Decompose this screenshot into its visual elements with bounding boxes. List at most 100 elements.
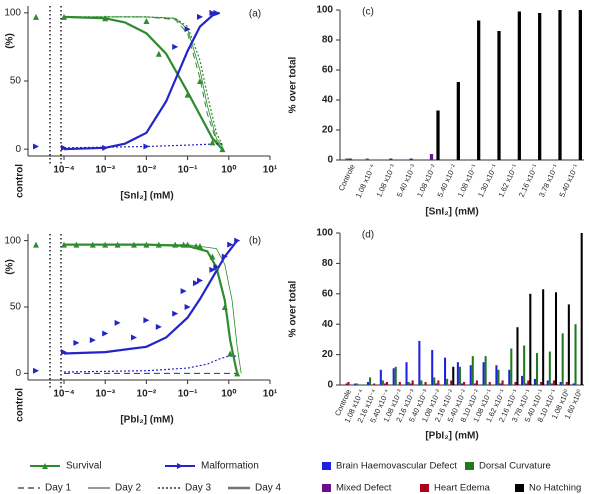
bar bbox=[409, 383, 412, 385]
bar bbox=[437, 380, 440, 385]
bar bbox=[508, 369, 511, 385]
x-tick-label: Controle bbox=[337, 163, 357, 193]
x-tick-label: 5.40 x10⁻² bbox=[435, 162, 458, 198]
x-tick-label: 10⁻⁴ bbox=[53, 165, 74, 176]
data-point bbox=[102, 15, 109, 22]
data-point bbox=[197, 13, 204, 20]
control-point bbox=[33, 143, 39, 150]
bar bbox=[578, 10, 582, 160]
y-tick-label: 40 bbox=[322, 319, 334, 330]
control-point bbox=[33, 13, 39, 20]
data-point bbox=[155, 241, 162, 248]
data-point bbox=[184, 91, 191, 98]
bar bbox=[444, 357, 447, 385]
bar bbox=[574, 324, 577, 385]
data-point bbox=[143, 317, 150, 324]
panel-label: (c) bbox=[362, 7, 374, 18]
data-point bbox=[209, 266, 216, 273]
y-tick-label: 50 bbox=[10, 76, 22, 87]
legend-label: Day 4 bbox=[255, 483, 282, 494]
bar bbox=[550, 383, 553, 385]
data-point bbox=[114, 319, 121, 326]
data-point bbox=[227, 241, 234, 248]
y-tick-label: 80 bbox=[322, 35, 334, 46]
legend-label: Brain Haemovascular Defect bbox=[336, 461, 457, 472]
bar bbox=[394, 366, 397, 385]
data-point bbox=[143, 143, 150, 150]
bar bbox=[469, 365, 472, 385]
x-tick-label: 1.08 x10⁻² bbox=[415, 162, 438, 198]
bar bbox=[561, 333, 564, 385]
data-point bbox=[180, 288, 187, 295]
bar bbox=[552, 380, 555, 385]
bar bbox=[456, 82, 460, 160]
bar bbox=[356, 383, 359, 385]
x-tick-label: 5.40 x10⁻¹ bbox=[557, 162, 580, 198]
legend-label: Heart Edema bbox=[434, 483, 491, 494]
x-tick-label: 1.08 x10⁻³ bbox=[374, 162, 397, 198]
bar bbox=[452, 366, 455, 385]
bar bbox=[420, 380, 423, 385]
x-tick-label: 5.40 x10⁻³ bbox=[395, 162, 418, 198]
x-tick-label: 2.16 x10⁻¹ bbox=[517, 162, 540, 198]
bar bbox=[436, 110, 440, 160]
bar bbox=[501, 380, 504, 385]
data-point bbox=[61, 349, 67, 356]
data-point bbox=[221, 304, 228, 310]
bar bbox=[548, 351, 551, 385]
legend-swatch bbox=[322, 462, 331, 470]
bar bbox=[389, 158, 393, 160]
legend-label: Malformation bbox=[201, 461, 259, 472]
bar bbox=[525, 383, 528, 385]
fit-curve bbox=[63, 15, 224, 150]
data-point bbox=[184, 241, 191, 248]
bar bbox=[424, 381, 427, 385]
y-tick-label: 40 bbox=[322, 95, 334, 106]
data-point bbox=[184, 304, 191, 310]
y-tick-label: 100 bbox=[4, 235, 21, 246]
bar bbox=[497, 369, 500, 385]
data-point bbox=[102, 144, 109, 151]
bar bbox=[484, 356, 487, 385]
data-point bbox=[197, 277, 204, 284]
bar bbox=[497, 31, 501, 160]
data-point bbox=[61, 241, 67, 248]
x-tick-label: 10⁻³ bbox=[95, 389, 115, 400]
bar bbox=[529, 293, 532, 385]
y-tick-label: 100 bbox=[316, 228, 333, 239]
data-point bbox=[172, 310, 179, 317]
data-point bbox=[209, 9, 216, 16]
x-tick-label: 10⁰ bbox=[221, 165, 236, 176]
data-point bbox=[130, 241, 137, 248]
legend-marker bbox=[177, 463, 183, 469]
legend-label: Dorsal Curvature bbox=[479, 461, 551, 472]
data-point bbox=[143, 241, 150, 248]
bar bbox=[379, 369, 382, 385]
bar bbox=[354, 383, 357, 385]
data-point bbox=[155, 50, 162, 57]
legend-marker bbox=[42, 463, 48, 469]
y-tick-label: 60 bbox=[322, 65, 334, 76]
bar bbox=[373, 383, 376, 385]
bar bbox=[365, 158, 369, 160]
data-point bbox=[102, 330, 109, 337]
bar bbox=[540, 381, 543, 385]
bar bbox=[409, 158, 413, 160]
data-point bbox=[102, 241, 109, 248]
y-tick-label: 0 bbox=[15, 144, 21, 155]
data-point bbox=[221, 253, 228, 260]
bar bbox=[488, 381, 491, 385]
control-point bbox=[33, 241, 39, 248]
legend-swatch bbox=[465, 462, 474, 470]
x-axis-label: [PbI₂] (mM) bbox=[425, 431, 478, 442]
fit-curve bbox=[64, 244, 242, 374]
bar bbox=[431, 350, 434, 385]
x-axis-label: [SnI₂] (mM) bbox=[120, 191, 173, 202]
bar bbox=[450, 380, 453, 385]
control-point bbox=[33, 367, 39, 374]
data-point bbox=[234, 237, 241, 244]
y-tick-label: 0 bbox=[327, 380, 333, 391]
bar bbox=[567, 304, 570, 385]
bar bbox=[542, 289, 545, 385]
